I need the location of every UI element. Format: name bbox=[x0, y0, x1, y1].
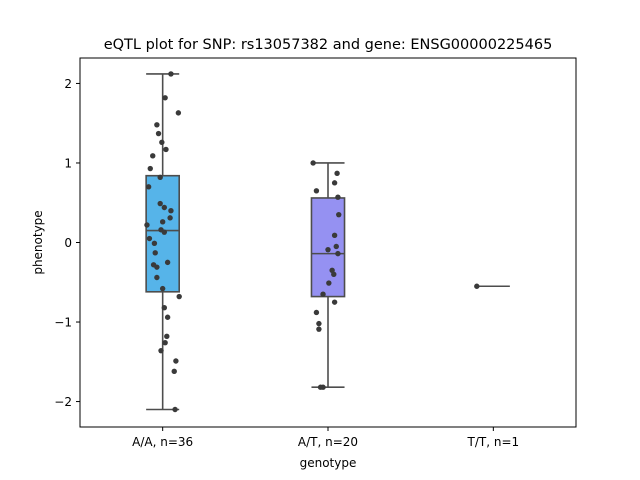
data-point bbox=[154, 264, 160, 270]
data-point bbox=[145, 184, 152, 190]
data-point bbox=[167, 215, 173, 221]
y-axis-label: phenotype bbox=[31, 210, 45, 274]
x-tick-label: T/T, n=1 bbox=[467, 435, 520, 449]
data-point bbox=[147, 165, 153, 172]
y-axis: −2 −1 0 1 2 bbox=[54, 77, 80, 409]
y-tick-label: 2 bbox=[64, 77, 72, 91]
x-axis-label: genotype bbox=[300, 456, 357, 470]
data-point bbox=[310, 160, 316, 166]
data-point bbox=[161, 204, 168, 211]
data-point bbox=[164, 333, 170, 340]
data-point bbox=[333, 243, 339, 250]
point-series bbox=[144, 71, 182, 413]
data-point bbox=[331, 232, 338, 239]
data-point bbox=[152, 250, 158, 256]
data-point bbox=[168, 71, 174, 77]
x-tick-label: A/A, n=36 bbox=[132, 435, 193, 449]
point-series bbox=[310, 160, 342, 390]
data-point bbox=[313, 188, 320, 194]
data-point bbox=[159, 139, 165, 145]
data-point bbox=[164, 259, 171, 266]
data-point bbox=[144, 222, 150, 228]
data-point bbox=[335, 194, 341, 200]
data-point bbox=[154, 274, 160, 281]
x-axis: A/A, n=36 A/T, n=20 T/T, n=1 bbox=[132, 427, 519, 449]
point-series bbox=[474, 283, 480, 289]
data-point bbox=[154, 122, 160, 128]
data-point bbox=[164, 314, 171, 320]
data-point bbox=[320, 291, 326, 297]
data-point bbox=[313, 309, 320, 316]
data-point bbox=[335, 250, 341, 257]
y-tick-label: −1 bbox=[54, 316, 72, 330]
data-point bbox=[162, 95, 168, 101]
data-point bbox=[336, 211, 342, 218]
data-point bbox=[325, 246, 331, 253]
chart-title: eQTL plot for SNP: rs13057382 and gene: … bbox=[104, 37, 553, 53]
data-point bbox=[150, 153, 156, 159]
data-point bbox=[159, 219, 166, 225]
plot-area bbox=[144, 71, 510, 413]
data-point bbox=[176, 293, 182, 300]
data-point bbox=[157, 174, 163, 180]
data-point bbox=[173, 358, 179, 364]
data-point bbox=[159, 285, 166, 292]
x-tick-label: A/T, n=20 bbox=[298, 435, 358, 449]
data-point bbox=[172, 406, 178, 413]
data-point bbox=[326, 280, 332, 286]
data-point bbox=[155, 130, 162, 137]
data-point bbox=[157, 200, 163, 207]
data-point bbox=[334, 170, 340, 177]
data-point bbox=[331, 271, 337, 278]
y-tick-label: 1 bbox=[64, 156, 72, 170]
y-tick-label: −2 bbox=[54, 395, 72, 409]
data-point bbox=[161, 229, 168, 235]
data-point bbox=[331, 180, 338, 186]
data-point bbox=[151, 240, 158, 246]
data-point bbox=[162, 340, 168, 346]
data-point bbox=[161, 305, 168, 311]
data-point bbox=[331, 299, 338, 305]
data-point bbox=[163, 146, 169, 153]
data-point bbox=[317, 384, 324, 390]
data-point bbox=[158, 347, 164, 354]
data-point bbox=[146, 235, 153, 242]
data-point bbox=[316, 326, 322, 332]
data-point bbox=[474, 283, 480, 289]
data-point bbox=[171, 368, 177, 375]
data-point bbox=[168, 207, 174, 214]
data-point bbox=[175, 110, 182, 116]
y-tick-label: 0 bbox=[64, 236, 72, 250]
data-point bbox=[316, 320, 322, 327]
